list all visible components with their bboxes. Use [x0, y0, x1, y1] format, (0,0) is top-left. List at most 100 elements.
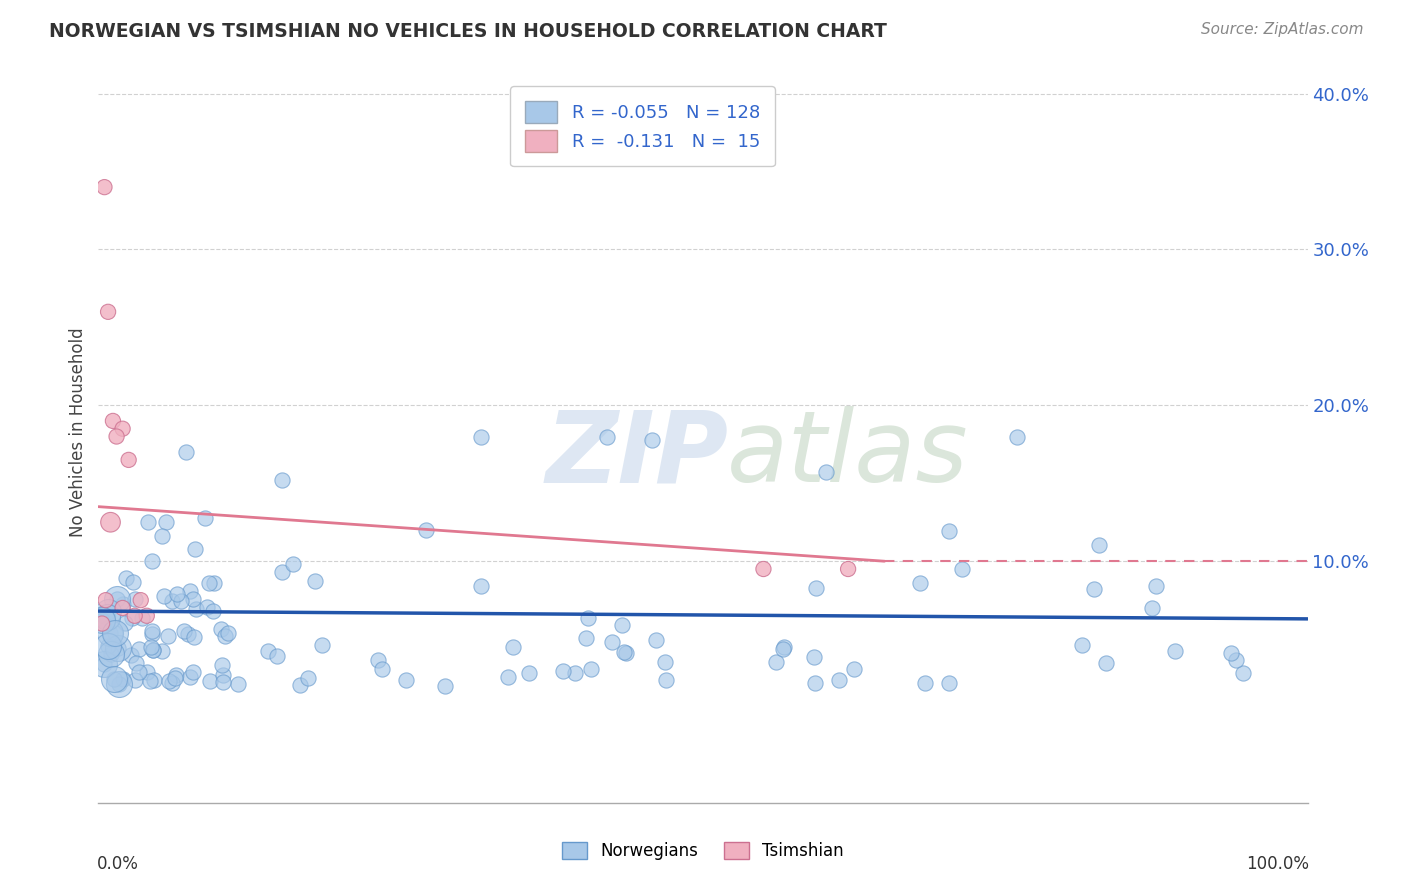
Point: [202, 604, 225, 618]
Point: [828, 673, 851, 687]
Point: [174, 445, 197, 459]
Text: 0.0%: 0.0%: [97, 855, 139, 872]
Point: [105, 429, 128, 443]
Point: [97, 605, 120, 619]
Point: [125, 656, 148, 670]
Point: [214, 629, 236, 643]
Point: [181, 592, 204, 607]
Point: [142, 642, 165, 657]
Point: [118, 453, 141, 467]
Point: [517, 665, 540, 680]
Point: [98, 625, 121, 640]
Point: [96, 610, 118, 624]
Point: [209, 622, 232, 636]
Point: [194, 511, 217, 525]
Text: ZIP: ZIP: [546, 407, 728, 503]
Point: [112, 597, 135, 611]
Point: [551, 665, 574, 679]
Point: [281, 557, 304, 571]
Point: [107, 640, 129, 655]
Point: [111, 601, 134, 615]
Point: [160, 594, 183, 608]
Point: [765, 656, 787, 670]
Point: [395, 673, 418, 687]
Point: [93, 657, 115, 671]
Point: [217, 626, 239, 640]
Point: [415, 523, 437, 537]
Point: [1142, 600, 1164, 615]
Point: [112, 672, 135, 686]
Point: [141, 624, 163, 639]
Point: [226, 677, 249, 691]
Point: [103, 672, 125, 686]
Text: atlas: atlas: [727, 407, 969, 503]
Point: [211, 674, 233, 689]
Point: [97, 605, 120, 619]
Point: [938, 524, 960, 538]
Point: [131, 610, 153, 624]
Point: [773, 640, 796, 655]
Point: [183, 630, 205, 644]
Point: [111, 422, 134, 436]
Point: [1220, 646, 1243, 660]
Point: [142, 643, 165, 657]
Point: [169, 593, 191, 607]
Point: [124, 592, 146, 607]
Point: [371, 662, 394, 676]
Point: [121, 611, 143, 625]
Point: [100, 647, 122, 661]
Point: [93, 657, 115, 671]
Point: [367, 653, 389, 667]
Point: [97, 639, 120, 653]
Text: NORWEGIAN VS TSIMSHIAN NO VEHICLES IN HOUSEHOLD CORRELATION CHART: NORWEGIAN VS TSIMSHIAN NO VEHICLES IN HO…: [49, 22, 887, 41]
Point: [96, 610, 118, 624]
Point: [198, 673, 221, 688]
Point: [150, 529, 173, 543]
Point: [105, 591, 128, 606]
Point: [256, 644, 278, 658]
Point: [124, 673, 146, 688]
Point: [160, 675, 183, 690]
Point: [211, 657, 233, 672]
Point: [177, 627, 200, 641]
Point: [129, 593, 152, 607]
Point: [181, 665, 204, 679]
Point: [641, 433, 664, 447]
Point: [596, 429, 619, 443]
Point: [91, 613, 114, 627]
Point: [271, 474, 294, 488]
Point: [128, 665, 150, 679]
Point: [1163, 644, 1185, 658]
Point: [654, 655, 676, 669]
Point: [124, 608, 146, 623]
Point: [581, 662, 603, 676]
Point: [156, 629, 179, 643]
Point: [654, 673, 676, 687]
Point: [1225, 653, 1247, 667]
Point: [266, 649, 288, 664]
Point: [576, 611, 599, 625]
Point: [564, 666, 586, 681]
Point: [470, 579, 492, 593]
Legend: R = -0.055   N = 128, R =  -0.131   N =  15: R = -0.055 N = 128, R = -0.131 N = 15: [510, 87, 775, 167]
Point: [93, 180, 115, 194]
Point: [139, 673, 162, 688]
Point: [108, 677, 131, 691]
Point: [136, 515, 159, 529]
Point: [612, 617, 634, 632]
Point: [163, 671, 186, 685]
Point: [135, 608, 157, 623]
Point: [143, 673, 166, 687]
Point: [173, 624, 195, 639]
Point: [498, 670, 520, 684]
Point: [120, 648, 142, 662]
Point: [1087, 538, 1109, 552]
Point: [135, 665, 157, 679]
Point: [128, 641, 150, 656]
Text: 100.0%: 100.0%: [1246, 855, 1309, 872]
Point: [105, 591, 128, 606]
Point: [804, 676, 827, 690]
Point: [908, 576, 931, 591]
Point: [107, 640, 129, 655]
Point: [434, 679, 457, 693]
